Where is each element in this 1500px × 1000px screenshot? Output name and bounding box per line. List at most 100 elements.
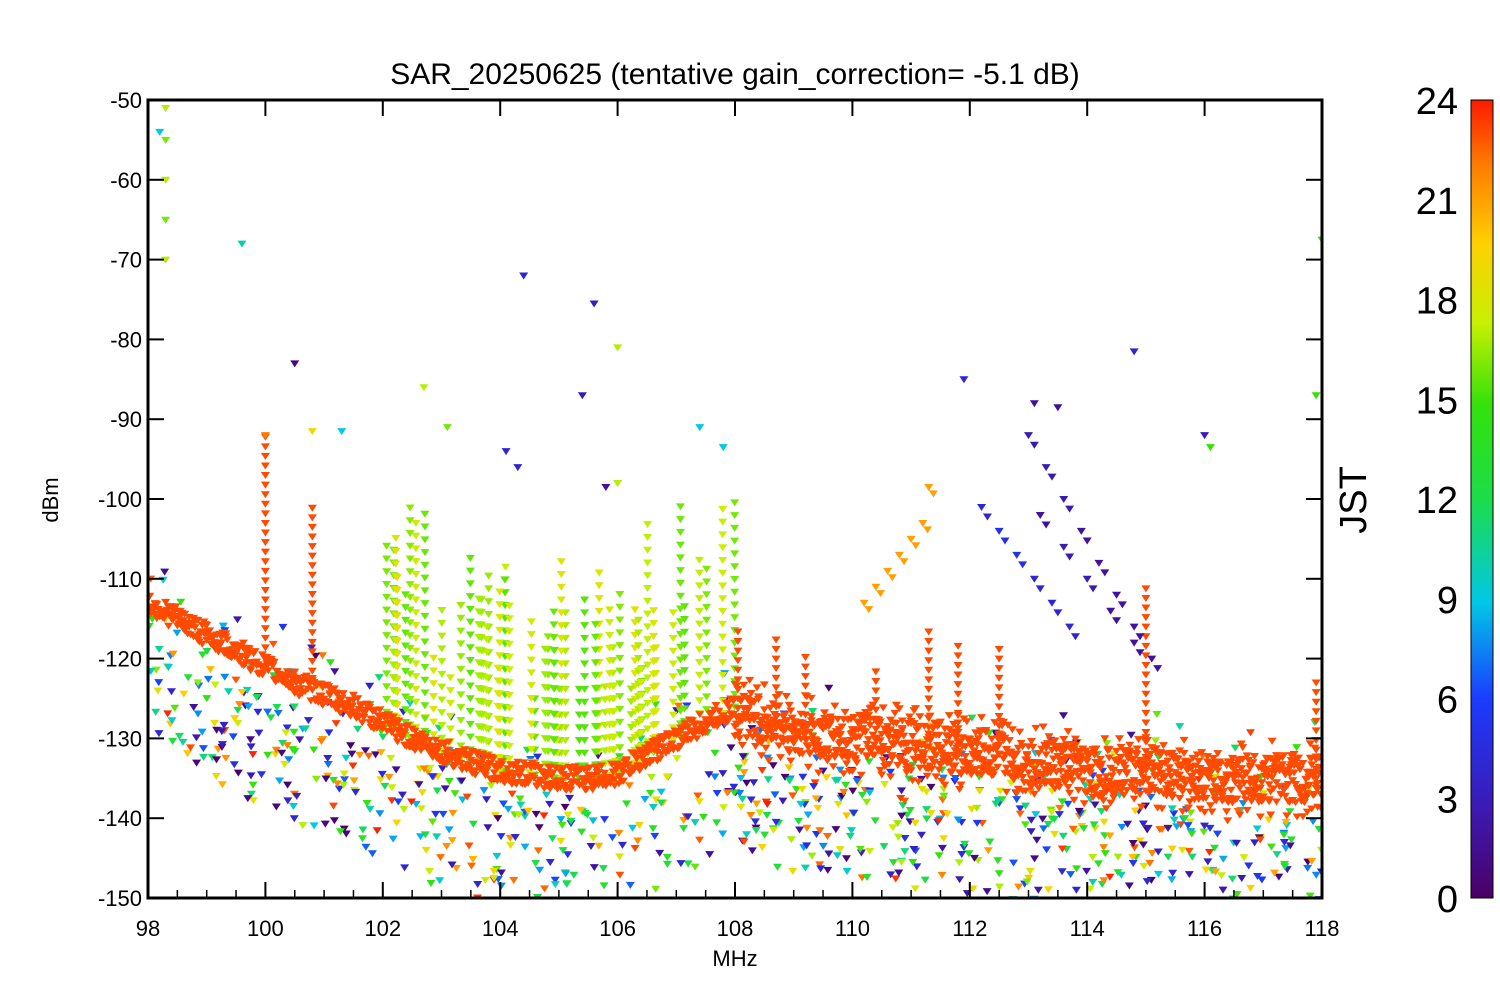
scatter-point bbox=[807, 852, 817, 860]
noise-floor-point bbox=[360, 709, 370, 717]
scatter-point bbox=[590, 646, 600, 654]
noise-floor-point bbox=[950, 762, 960, 770]
scatter-point bbox=[900, 848, 910, 856]
noise-floor-point bbox=[1194, 758, 1204, 766]
spike-point bbox=[307, 657, 317, 665]
noise-floor-point bbox=[536, 778, 546, 786]
signal-point bbox=[337, 428, 347, 436]
signal-point bbox=[601, 484, 611, 492]
scatter-point bbox=[457, 777, 467, 785]
x-tick-label: 98 bbox=[136, 916, 160, 941]
scatter-point bbox=[964, 850, 974, 858]
scatter-point bbox=[353, 725, 363, 733]
noise-floor-point bbox=[1046, 769, 1056, 777]
scatter-point bbox=[705, 851, 715, 859]
scatter-point bbox=[730, 499, 740, 507]
scatter-point bbox=[482, 661, 492, 669]
scatter-point bbox=[323, 754, 333, 762]
scatter-point bbox=[1255, 836, 1265, 844]
noise-floor-point bbox=[667, 740, 677, 748]
scatter-point bbox=[253, 708, 263, 716]
scatter-point bbox=[736, 803, 746, 811]
spike-point bbox=[260, 462, 270, 470]
scatter-point bbox=[888, 859, 898, 867]
scatter-point bbox=[211, 772, 221, 780]
spike-point bbox=[307, 581, 317, 589]
x-tick-label: 108 bbox=[717, 916, 754, 941]
noise-floor-point bbox=[535, 764, 545, 772]
scatter-point bbox=[484, 610, 494, 618]
scatter-point bbox=[679, 825, 689, 833]
noise-floor-point bbox=[1054, 783, 1064, 791]
scatter-point bbox=[309, 746, 319, 754]
scatter-point bbox=[405, 529, 415, 537]
scatter-point bbox=[583, 903, 592, 910]
scatter-point bbox=[495, 626, 505, 634]
noise-floor-point bbox=[877, 771, 887, 779]
noise-floor-point bbox=[764, 757, 774, 765]
scatter-point bbox=[643, 546, 653, 554]
scatter-point bbox=[217, 781, 227, 789]
noise-floor-point bbox=[1087, 763, 1097, 771]
scatter-point bbox=[320, 820, 330, 828]
spike-point bbox=[924, 685, 934, 693]
scatter-point bbox=[679, 603, 689, 611]
spike-point bbox=[800, 701, 810, 709]
spike-point bbox=[260, 481, 270, 489]
noise-floor-point bbox=[1179, 749, 1189, 757]
scatter-point bbox=[1314, 825, 1322, 833]
noise-floor-point bbox=[1026, 738, 1036, 746]
scatter-point bbox=[484, 572, 494, 580]
scatter-point bbox=[809, 783, 819, 791]
spike-point bbox=[800, 682, 810, 690]
scatter-point bbox=[718, 518, 728, 526]
scatter-point bbox=[388, 686, 398, 694]
scatter-point bbox=[1253, 873, 1263, 881]
scatter-point bbox=[726, 744, 736, 752]
noise-floor-point bbox=[357, 719, 367, 727]
scatter-point bbox=[515, 795, 525, 803]
scatter-point bbox=[615, 680, 625, 688]
scatter-point bbox=[823, 832, 833, 840]
scatter-point bbox=[675, 516, 685, 524]
noise-floor-point bbox=[759, 681, 769, 689]
noise-floor-point bbox=[1157, 805, 1167, 813]
scatter-point bbox=[360, 747, 370, 755]
noise-floor-point bbox=[444, 738, 454, 746]
scatter-point bbox=[626, 685, 636, 693]
scatter-point bbox=[855, 845, 865, 853]
scatter-point bbox=[371, 751, 381, 759]
scatter-point bbox=[1279, 831, 1289, 839]
scatter-point bbox=[831, 826, 841, 834]
noise-floor-point bbox=[1178, 808, 1188, 816]
noise-floor-point bbox=[846, 736, 856, 744]
scatter-point bbox=[420, 587, 430, 595]
scatter-point bbox=[405, 593, 415, 601]
noise-floor-point bbox=[205, 627, 215, 635]
scatter-point bbox=[702, 706, 712, 714]
scatter-point bbox=[675, 605, 685, 613]
noise-floor-point bbox=[1088, 793, 1098, 801]
scatter-point bbox=[154, 730, 164, 738]
noise-floor-point bbox=[814, 769, 824, 777]
arc-point bbox=[894, 551, 904, 559]
noise-floor-point bbox=[1041, 751, 1051, 759]
noise-floor-point bbox=[960, 743, 970, 751]
spike-point bbox=[924, 638, 934, 646]
arc-point bbox=[918, 519, 928, 527]
scatter-point bbox=[183, 674, 193, 682]
scatter-point bbox=[1033, 886, 1043, 894]
scatter-point bbox=[1305, 892, 1315, 898]
scatter-point bbox=[561, 870, 571, 878]
scatter-point bbox=[465, 695, 475, 703]
scatter-point bbox=[880, 781, 890, 789]
noise-floor-point bbox=[742, 734, 752, 742]
scatter-point bbox=[429, 705, 439, 713]
scatter-point bbox=[1252, 825, 1262, 833]
scatter-point bbox=[643, 610, 653, 618]
scatter-point bbox=[950, 778, 960, 786]
scatter-point bbox=[676, 860, 686, 868]
noise-floor-point bbox=[803, 763, 813, 771]
noise-floor-point bbox=[1101, 805, 1111, 813]
scatter-point bbox=[972, 819, 982, 827]
